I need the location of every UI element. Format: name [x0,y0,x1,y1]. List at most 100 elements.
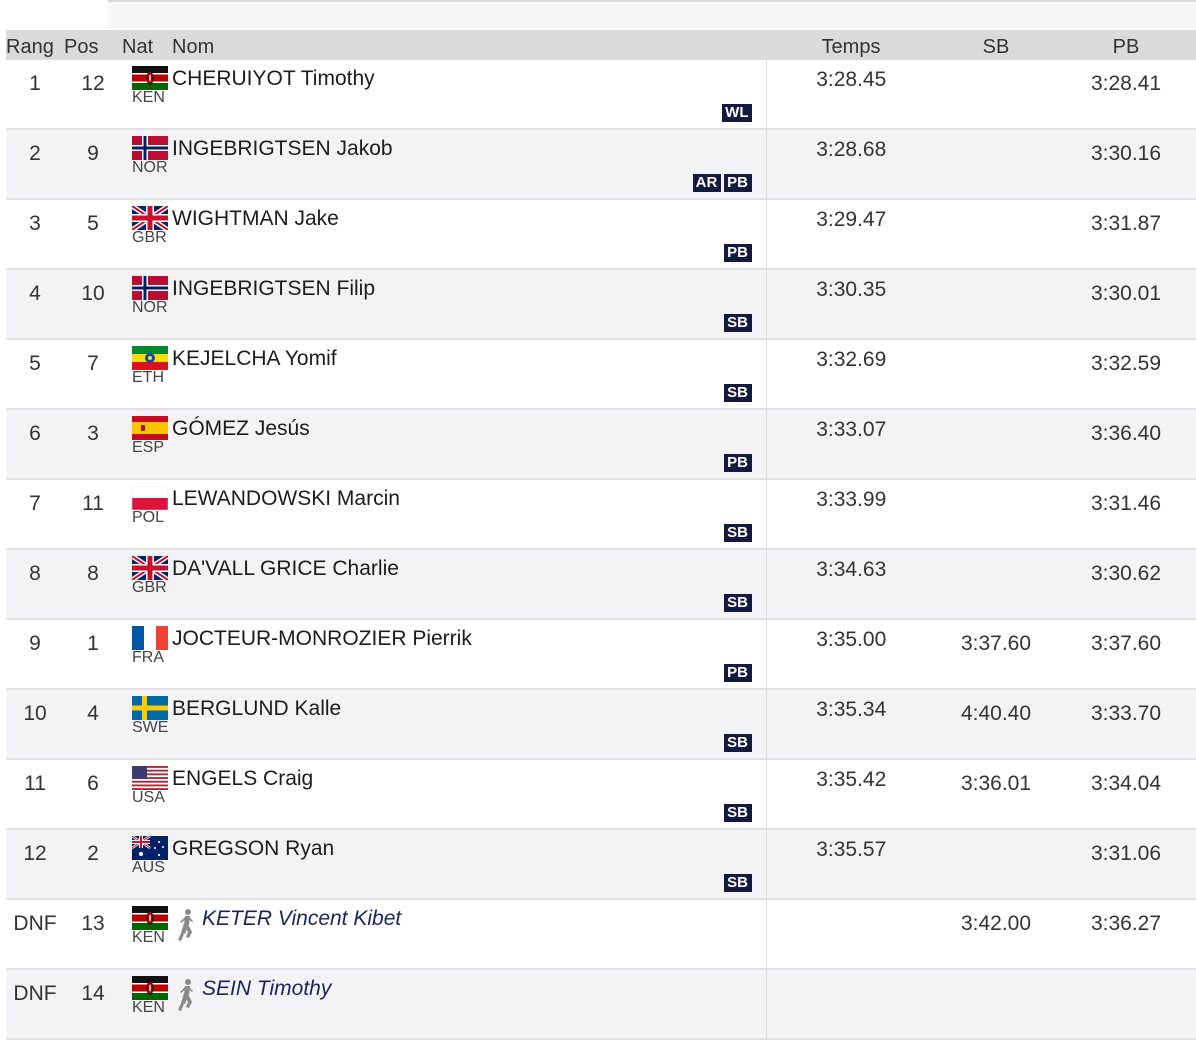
athlete-name-link[interactable]: KEJELCHA Yomif [172,340,766,372]
record-badges: SB [723,314,752,332]
spain-flag-icon [132,416,168,440]
rank-value: 9 [29,632,41,655]
record-badges: SB [723,734,752,752]
rank-cell: 6 [6,409,64,480]
athlete-name[interactable]: CHERUIYOT Timothy [172,67,375,90]
pos-cell: 10 [64,269,122,340]
table-row[interactable]: 8 8 GBR DA'VALL GRICE Charlie SB 3:34.63… [6,549,1196,620]
athlete-name[interactable]: INGEBRIGTSEN Jakob [172,137,393,160]
table-row[interactable]: 3 5 GBR WIGHTMAN Jake PB 3:29.47 3:31.87 [6,199,1196,270]
time-cell: 3:30.35 [766,269,936,340]
pb-value: 3:36.27 [1090,912,1162,935]
header-pb[interactable]: PB [1056,30,1196,60]
header-time[interactable]: Temps [766,30,936,60]
athlete-name-link[interactable]: INGEBRIGTSEN Filip [172,270,766,302]
sb-cell [936,479,1056,550]
kenya-flag-icon [132,906,168,930]
athlete-name-link[interactable]: BERGLUND Kalle [172,690,766,722]
athlete-name-link[interactable]: GREGSON Ryan [172,830,766,862]
table-row[interactable]: 7 11 POL LEWANDOWSKI Marcin SB 3:33.99 3… [6,479,1196,550]
record-badge: PB [723,664,752,682]
table-row[interactable]: 4 10 NOR INGEBRIGTSEN Filip SB 3:30.35 3… [6,269,1196,340]
sb-value: 3:42.00 [960,912,1032,935]
nat-code: KEN [132,89,165,106]
sb-cell [936,60,1056,130]
table-row[interactable]: DNF 14 KEN SEIN Timothy [6,969,1196,1040]
nat-cell: ESP [122,409,172,480]
nat-cell: KEN [122,899,172,970]
pos-value: 14 [81,982,105,1005]
athlete-name-link[interactable]: CHERUIYOT Timothy [172,60,766,92]
athlete-name[interactable]: DA'VALL GRICE Charlie [172,557,399,580]
pos-cell: 4 [64,689,122,760]
athlete-name[interactable]: WIGHTMAN Jake [172,207,339,230]
athlete-name-link[interactable]: GÓMEZ Jesús [172,410,766,442]
table-row[interactable]: 9 1 FRA JOCTEUR-MONROZIER Pierrik PB 3:3… [6,619,1196,690]
time-cell: 3:33.99 [766,479,936,550]
pos-cell: 3 [64,409,122,480]
nat-code: ETH [132,369,164,386]
nat-cell: SWE [122,689,172,760]
header-nat[interactable]: Nat [122,30,172,60]
table-row[interactable]: 1 12 KEN CHERUIYOT Timothy WL 3:28.45 3:… [6,60,1196,130]
rank-cell: DNF [6,899,64,970]
athlete-name[interactable]: INGEBRIGTSEN Filip [172,277,376,300]
athlete-name-link[interactable]: ENGELS Craig [172,760,766,792]
time-cell: 3:33.07 [766,409,936,480]
athlete-name-link[interactable]: DA'VALL GRICE Charlie [172,550,766,582]
table-row[interactable]: 10 4 SWE BERGLUND Kalle SB 3:35.34 4:40.… [6,689,1196,760]
uk-flag-icon [130,203,170,233]
athlete-name-link[interactable]: JOCTEUR-MONROZIER Pierrik [172,620,766,652]
header-name[interactable]: Nom [172,30,766,60]
athlete-name[interactable]: ENGELS Craig [172,767,314,790]
header-pos[interactable]: Pos [64,30,122,60]
athlete-name[interactable]: SEIN Timothy [202,977,332,1000]
table-row[interactable]: 11 6 USA ENGELS Craig SB 3:35.42 3:36.01… [6,759,1196,830]
athlete-name[interactable]: GÓMEZ Jesús [172,417,310,440]
rank-value: 6 [29,422,41,445]
pb-cell [1056,969,1196,1040]
nat-code: SWE [132,719,169,736]
time-cell: 3:35.34 [766,689,936,760]
athlete-name[interactable]: BERGLUND Kalle [172,697,342,720]
pos-value: 11 [82,492,104,515]
sb-cell: 3:42.00 [936,899,1056,970]
athlete-name-link[interactable]: KETER Vincent Kibet [172,900,766,942]
athlete-name-link[interactable]: SEIN Timothy [172,970,766,1012]
sb-value [936,60,1056,72]
table-row[interactable]: 12 2 AUS GREGSON Ryan SB 3:35.57 3:31.06 [6,829,1196,900]
rank-value: 7 [29,492,41,515]
table-row[interactable]: 2 9 NOR INGEBRIGTSEN Jakob AR PB 3:28.68 … [6,129,1196,200]
athlete-name[interactable]: LEWANDOWSKI Marcin [172,487,400,510]
athlete-name-link[interactable]: INGEBRIGTSEN Jakob [172,130,766,162]
rank-cell: DNF [6,969,64,1040]
name-cell: KETER Vincent Kibet [172,899,767,970]
rank-value: 11 [24,772,46,795]
table-row[interactable]: 5 7 ETH KEJELCHA Yomif SB 3:32.69 3:32.5… [6,339,1196,410]
time-cell: 3:35.42 [766,759,936,830]
table-row[interactable]: 6 3 ESP GÓMEZ Jesús PB 3:33.07 3:36.40 [6,409,1196,480]
sb-cell [936,269,1056,340]
france-flag-icon [132,626,168,650]
sb-value [936,480,1056,492]
athlete-name[interactable]: JOCTEUR-MONROZIER Pierrik [172,627,472,650]
name-cell: INGEBRIGTSEN Filip SB [172,269,767,340]
pb-cell: 3:32.59 [1056,339,1196,410]
rank-value: 10 [23,702,47,725]
pos-cell: 14 [64,969,122,1040]
athlete-name-link[interactable]: WIGHTMAN Jake [172,200,766,232]
sb-cell [936,339,1056,410]
rank-value: 1 [29,72,41,95]
sb-value [936,200,1056,212]
athlete-name[interactable]: KEJELCHA Yomif [172,347,337,370]
table-row[interactable]: DNF 13 KEN KETER Vincent Kibet 3:42.00 3… [6,899,1196,970]
athlete-name[interactable]: GREGSON Ryan [172,837,335,860]
header-rank[interactable]: Rang [6,30,64,60]
athlete-name[interactable]: KETER Vincent Kibet [202,907,402,930]
time-value: 3:28.45 [816,68,887,91]
athlete-name-link[interactable]: LEWANDOWSKI Marcin [172,480,766,512]
norway-flag-icon [132,276,168,300]
header-sb[interactable]: SB [936,30,1056,60]
record-badge: SB [723,384,752,402]
sb-value [936,550,1056,562]
